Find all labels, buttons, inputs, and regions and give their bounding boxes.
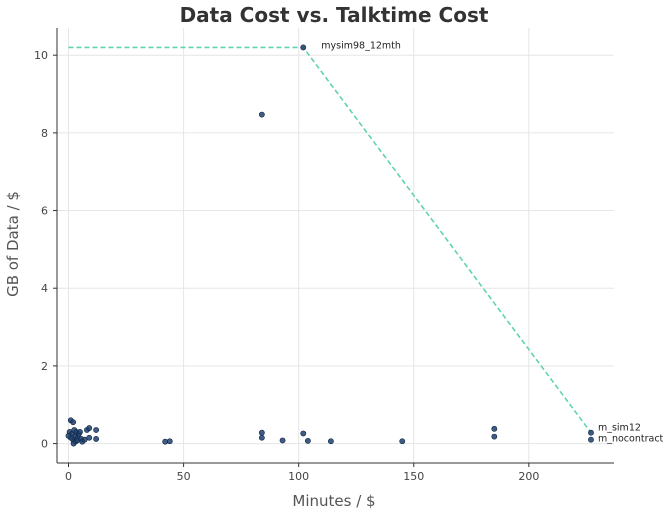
y-tick-label: 6 [41, 205, 48, 218]
data-point [279, 437, 286, 444]
data-point [86, 425, 93, 431]
y-tick-label: 10 [34, 49, 48, 62]
grid-layer [57, 28, 614, 463]
data-point [300, 430, 307, 437]
data-point [93, 427, 100, 433]
x-tick-label: 100 [288, 470, 309, 483]
x-tick-label: 200 [518, 470, 539, 483]
data-point [166, 438, 173, 445]
y-tick-label: 2 [41, 360, 48, 373]
y-axis-label: GB of Data / $ [4, 191, 22, 297]
axes-layer [53, 28, 614, 467]
data-point [300, 44, 307, 51]
data-point [304, 437, 311, 444]
x-tick-label: 0 [65, 470, 72, 483]
data-point [86, 434, 93, 441]
point-annotation: mysim98_12mth [321, 40, 401, 51]
y-tick-label: 8 [41, 127, 48, 140]
efficient-frontier-line [68, 46, 592, 434]
data-point [93, 436, 100, 442]
data-point [399, 438, 406, 445]
data-point [65, 432, 72, 439]
data-point [327, 438, 334, 445]
data-point [258, 429, 265, 436]
data-point [588, 436, 594, 443]
x-tick-label: 50 [177, 470, 191, 483]
point-annotation: m_sim12 [598, 423, 641, 434]
data-point [77, 429, 83, 435]
frontier-layer [68, 46, 592, 434]
data-point [70, 419, 77, 426]
data-point [70, 440, 77, 447]
tick-labels-layer: 0 50 100 150 200 0 2 4 6 8 10 [34, 49, 539, 483]
y-tick-label: 4 [41, 282, 48, 295]
data-point [491, 425, 498, 432]
data-point [491, 433, 498, 440]
x-tick-label: 150 [403, 470, 424, 483]
x-axis-label: Minutes / $ [292, 492, 375, 510]
point-annotation: m_nocontract [598, 434, 664, 445]
data-point [258, 434, 265, 441]
data-point [258, 111, 265, 118]
points-layer [65, 44, 594, 447]
y-tick-label: 0 [41, 438, 48, 451]
chart-title: Data Cost vs. Talktime Cost [180, 3, 489, 27]
data-point [588, 429, 594, 436]
